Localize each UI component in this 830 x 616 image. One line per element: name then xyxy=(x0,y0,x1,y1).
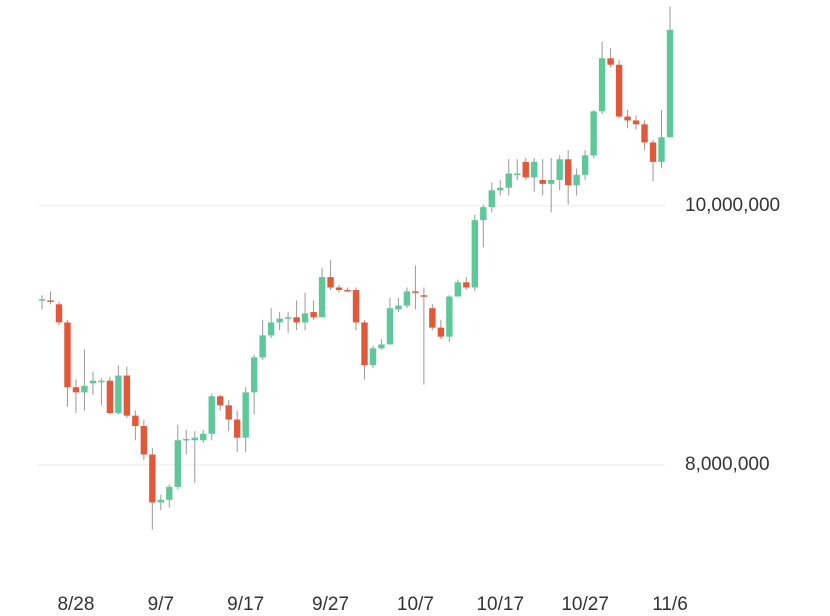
candle-body xyxy=(115,375,122,414)
candle-body xyxy=(318,277,326,318)
candle-body xyxy=(514,173,521,176)
y-tick-label: 8,000,000 xyxy=(685,454,770,475)
candle-body xyxy=(564,159,572,186)
x-tick-label: 10/27 xyxy=(561,594,609,615)
x-tick-label: 11/6 xyxy=(652,594,688,615)
candle-body xyxy=(446,296,453,337)
candle-body xyxy=(403,291,411,306)
candle-body xyxy=(310,312,317,318)
candle-body xyxy=(471,220,479,288)
candle-body xyxy=(157,499,165,503)
candle-body xyxy=(335,287,343,291)
candle-body xyxy=(590,111,597,156)
candle-body xyxy=(174,440,181,487)
y-tick-label: 10,000,000 xyxy=(685,195,780,216)
candle-body xyxy=(166,486,173,500)
candle-body xyxy=(106,380,114,414)
candle-body xyxy=(386,308,394,345)
candle-body xyxy=(123,375,131,416)
candle-body xyxy=(598,58,606,112)
x-tick-label: 8/28 xyxy=(57,594,94,615)
candle-body xyxy=(632,120,640,125)
candle-body xyxy=(293,317,300,323)
candle-body xyxy=(641,124,648,143)
candle-body xyxy=(250,357,258,393)
candle-body xyxy=(480,207,487,221)
candle-body xyxy=(615,64,623,117)
candle-body xyxy=(38,299,46,301)
candle-body xyxy=(531,161,538,178)
candle-body xyxy=(140,426,148,455)
candle-body xyxy=(573,174,580,186)
candle-body xyxy=(217,396,224,406)
candle-body xyxy=(429,308,436,328)
x-tick-label: 10/7 xyxy=(397,594,434,615)
candle-body xyxy=(666,29,674,138)
candle-body xyxy=(505,173,512,188)
x-tick-label: 9/7 xyxy=(148,594,174,615)
candle-body xyxy=(284,317,292,319)
candle-body xyxy=(649,142,657,162)
candle-body xyxy=(98,380,105,383)
candle-body xyxy=(267,322,275,336)
candle-body xyxy=(522,161,529,178)
candle-body xyxy=(420,295,428,297)
candle-body xyxy=(624,116,631,121)
candle-body xyxy=(276,318,283,323)
candle-body xyxy=(89,380,97,384)
candle-body xyxy=(539,179,546,184)
candle-body xyxy=(395,305,402,310)
candle-body xyxy=(454,282,462,297)
candle-body xyxy=(64,322,71,388)
candle-body xyxy=(361,322,368,366)
candle-body xyxy=(556,159,563,180)
candle-body xyxy=(208,396,215,434)
candle-body xyxy=(149,454,156,503)
candle-body xyxy=(225,405,232,420)
candle-body xyxy=(658,137,665,162)
candle-body xyxy=(301,313,309,323)
x-tick-label: 10/17 xyxy=(476,594,524,615)
candle-body xyxy=(55,304,63,323)
candle-body xyxy=(183,438,190,441)
candle-body xyxy=(242,392,249,438)
candle-body xyxy=(581,155,589,175)
candle-body xyxy=(191,437,198,441)
x-tick-label: 9/17 xyxy=(227,594,264,615)
candle-body xyxy=(233,419,241,438)
candle-body xyxy=(352,290,360,323)
x-tick-label: 9/27 xyxy=(312,594,349,615)
candle-body xyxy=(547,179,555,184)
candle-body xyxy=(437,327,445,337)
candle-body xyxy=(132,415,139,427)
candle-body xyxy=(81,385,88,393)
candle-body xyxy=(344,290,351,292)
candle-body xyxy=(327,277,334,288)
candle-body xyxy=(463,282,470,288)
candle-body xyxy=(259,335,266,358)
candle-body xyxy=(200,433,207,441)
candle-body xyxy=(412,291,419,293)
candle-body xyxy=(378,344,385,349)
candle-body xyxy=(47,300,54,302)
candle-body xyxy=(607,58,614,65)
candle-body xyxy=(497,187,504,191)
candle-body xyxy=(72,387,80,393)
candle-body xyxy=(488,190,495,208)
candle-body xyxy=(369,348,377,366)
